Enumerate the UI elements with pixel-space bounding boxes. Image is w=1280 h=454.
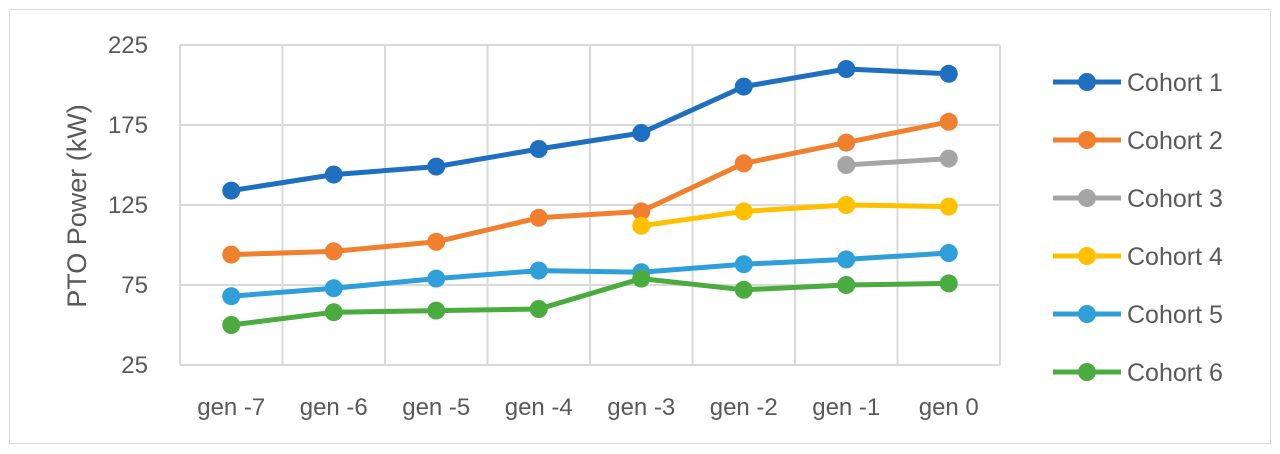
data-point <box>837 196 856 214</box>
series-line <box>228 66 952 194</box>
legend-marker <box>1078 305 1096 323</box>
data-point <box>632 216 651 235</box>
series-1 <box>222 60 958 200</box>
data-point <box>837 276 856 294</box>
legend-label: Cohort 3 <box>1127 185 1223 213</box>
data-point <box>222 316 241 334</box>
data-point <box>939 64 958 83</box>
y-axis-ticks: 25 75 125 175 225 <box>108 32 148 379</box>
data-point <box>837 156 856 174</box>
data-point <box>734 255 753 274</box>
data-point <box>324 242 343 261</box>
gridlines <box>179 44 1001 366</box>
series-line <box>228 276 952 328</box>
data-point <box>939 244 958 262</box>
legend-item: Cohort 3 <box>1053 185 1223 213</box>
data-point <box>427 157 446 176</box>
data-point <box>632 269 651 288</box>
data-point <box>324 279 343 298</box>
series-4 <box>632 196 958 235</box>
data-point <box>939 197 958 216</box>
data-point <box>427 232 446 251</box>
legend-marker <box>1078 363 1096 381</box>
data-point <box>324 165 343 184</box>
y-tick-label: 175 <box>108 112 148 139</box>
series-6 <box>222 269 958 334</box>
legend-label: Cohort 4 <box>1127 243 1223 271</box>
data-point <box>939 149 958 168</box>
data-point <box>734 154 753 173</box>
series-line <box>228 119 952 258</box>
data-point <box>529 140 548 158</box>
x-tick-label: gen 0 <box>919 394 979 421</box>
y-tick-label: 25 <box>121 352 148 379</box>
series-line <box>638 202 952 229</box>
data-point <box>222 245 241 264</box>
data-point <box>837 250 856 269</box>
legend-label: Cohort 2 <box>1127 127 1223 155</box>
data-point <box>734 77 753 96</box>
legend-item: Cohort 1 <box>1053 69 1223 97</box>
data-point <box>222 287 241 306</box>
data-point <box>324 303 343 322</box>
x-axis-ticks: gen -7 gen -6 gen -5 gen -4 gen -3 gen -2 gen … <box>197 394 979 421</box>
data-point <box>632 124 651 142</box>
legend-marker <box>1078 189 1096 207</box>
x-tick-label: gen -2 <box>710 394 778 421</box>
x-tick-label: gen -5 <box>402 394 470 421</box>
y-tick-label: 125 <box>108 192 148 219</box>
x-tick-label: gen -6 <box>300 394 368 421</box>
legend-label: Cohort 5 <box>1127 301 1223 329</box>
legend-marker <box>1078 73 1096 91</box>
x-tick-label: gen -3 <box>607 394 675 421</box>
series-line <box>843 156 952 168</box>
data-point <box>222 181 241 200</box>
data-point <box>837 133 856 152</box>
legend-item: Cohort 2 <box>1053 127 1223 155</box>
series-3 <box>837 149 958 174</box>
data-point <box>427 269 446 288</box>
data-point <box>427 301 446 320</box>
data-point <box>734 202 753 221</box>
data-point <box>529 261 548 280</box>
legend-label: Cohort 6 <box>1127 359 1223 387</box>
legend-item: Cohort 5 <box>1053 301 1223 329</box>
data-point <box>529 300 548 318</box>
legend-marker <box>1078 247 1096 265</box>
series-2 <box>222 112 958 264</box>
data-point <box>529 208 548 227</box>
legend-item: Cohort 6 <box>1053 359 1223 387</box>
y-axis-title: PTO Power (kW) <box>62 104 92 308</box>
x-tick-label: gen -7 <box>197 394 265 421</box>
data-point <box>939 112 958 131</box>
x-tick-label: gen -4 <box>505 394 573 421</box>
x-tick-label: gen -1 <box>812 394 880 421</box>
y-tick-label: 225 <box>108 32 148 59</box>
data-point <box>632 202 651 221</box>
data-point <box>734 280 753 299</box>
legend: Cohort 1 Cohort 2 Cohort 3 Cohort 4 Cohort 5… <box>1053 69 1223 387</box>
legend-label: Cohort 1 <box>1127 69 1223 97</box>
legend-item: Cohort 4 <box>1053 243 1223 271</box>
series-line <box>228 250 952 299</box>
data-point <box>837 60 856 78</box>
series-group <box>222 60 958 334</box>
data-point <box>939 274 958 293</box>
y-tick-label: 75 <box>121 272 148 299</box>
legend-marker <box>1078 131 1096 149</box>
